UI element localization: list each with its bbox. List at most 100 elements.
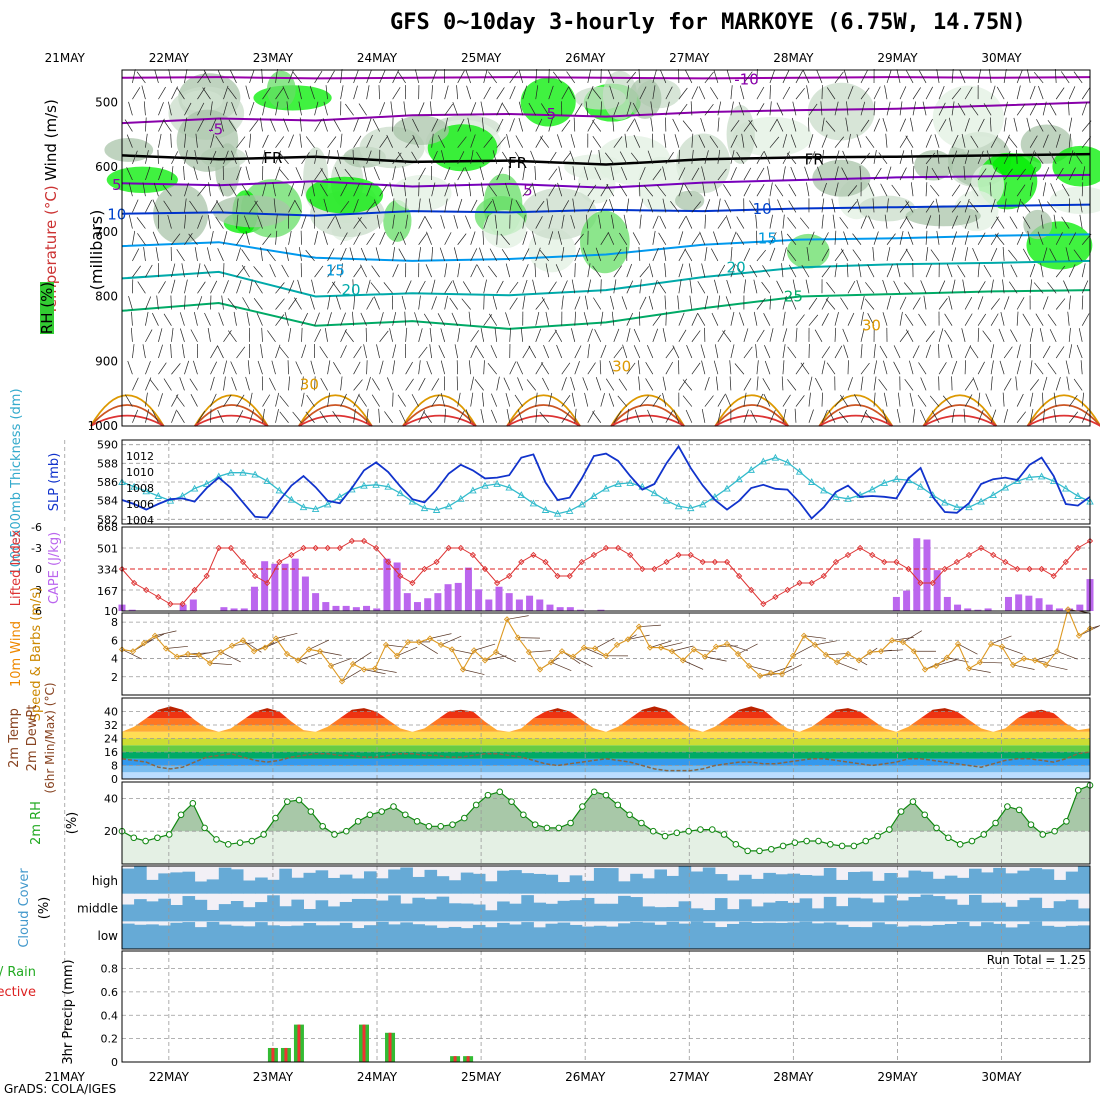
lifted-index-line bbox=[121, 540, 1091, 605]
temp-band bbox=[122, 772, 1090, 779]
wind-barb bbox=[390, 101, 393, 116]
wind-barb bbox=[600, 101, 602, 116]
lifted-index-point bbox=[808, 579, 815, 587]
wind-barb bbox=[704, 103, 714, 116]
wind-barb bbox=[496, 230, 498, 245]
wind-barb bbox=[480, 328, 485, 342]
wind-barb bbox=[488, 184, 497, 197]
wind-barb bbox=[847, 377, 853, 391]
cape-bar bbox=[597, 609, 605, 611]
wind-barb bbox=[709, 135, 719, 148]
rh2m-point bbox=[897, 808, 905, 815]
wind-barb bbox=[788, 200, 797, 213]
wind-barb bbox=[678, 329, 687, 343]
wind-barb bbox=[860, 87, 870, 100]
cloud-fill bbox=[666, 906, 680, 922]
wind-barb bbox=[1049, 102, 1057, 116]
wind-barb bbox=[370, 282, 380, 294]
cloud-fill bbox=[400, 867, 413, 894]
wind-barb bbox=[1055, 87, 1065, 100]
wind-barb bbox=[431, 133, 434, 148]
wind-barb bbox=[218, 312, 224, 326]
wind10m-point bbox=[481, 657, 489, 664]
wind-barb bbox=[831, 198, 836, 213]
wind-barb bbox=[626, 85, 630, 100]
wind-barb bbox=[930, 249, 940, 262]
wind-barb bbox=[223, 231, 228, 245]
wind10m-point bbox=[272, 635, 280, 642]
wind-barb bbox=[184, 117, 187, 132]
wind-barb bbox=[710, 87, 719, 100]
wind-barb bbox=[532, 279, 537, 294]
cloud-fill bbox=[702, 910, 716, 922]
wind10m-point bbox=[1020, 655, 1028, 662]
wind10m-barb bbox=[550, 661, 572, 672]
wind-barb bbox=[310, 360, 315, 375]
wind10m-point bbox=[976, 659, 984, 666]
wind-barb bbox=[845, 117, 849, 132]
wind-barb bbox=[496, 376, 500, 391]
contour-label: 30 bbox=[612, 357, 631, 375]
wind-barb bbox=[756, 86, 765, 100]
wind-barb bbox=[957, 103, 966, 116]
wind-barb bbox=[763, 313, 771, 326]
thickness-point bbox=[287, 495, 296, 503]
wind-barb bbox=[821, 313, 829, 326]
wind-barb bbox=[665, 86, 673, 100]
wind-barb bbox=[168, 101, 172, 116]
cape-bar bbox=[923, 539, 931, 611]
wind-barb bbox=[912, 297, 921, 310]
wind-barb bbox=[1079, 198, 1083, 213]
wind-barb bbox=[598, 149, 602, 164]
wind-barb bbox=[717, 295, 721, 310]
date-label-top: 24MAY bbox=[357, 51, 398, 65]
wind-barb bbox=[175, 395, 185, 407]
cloud-fill bbox=[327, 925, 341, 949]
wind10m-barb bbox=[704, 656, 727, 662]
wind-barb bbox=[925, 182, 928, 197]
wind-barb bbox=[903, 282, 914, 294]
wind-barb bbox=[314, 70, 323, 84]
wind-barb bbox=[825, 298, 836, 310]
wind-barb bbox=[145, 392, 148, 407]
wind-barb bbox=[632, 232, 641, 245]
wind-barb bbox=[951, 279, 956, 294]
wind-barb bbox=[756, 360, 759, 375]
wind-barb bbox=[431, 279, 436, 294]
wind-barb bbox=[582, 377, 589, 391]
wind-barb bbox=[418, 295, 421, 310]
wind-barb bbox=[756, 298, 766, 310]
wind-barb bbox=[389, 182, 393, 197]
wind-barb bbox=[957, 265, 966, 278]
wind-barb bbox=[816, 69, 823, 84]
cloud-fill bbox=[230, 869, 244, 894]
wind-barb bbox=[1003, 378, 1012, 391]
wind-barb bbox=[171, 151, 179, 165]
precip-convective-bar bbox=[362, 1024, 366, 1062]
wind-barb bbox=[128, 101, 133, 116]
wind-barb bbox=[392, 87, 401, 100]
wind-barb bbox=[717, 101, 722, 116]
wind-barb bbox=[990, 376, 993, 391]
wind-barb bbox=[470, 248, 478, 262]
wind-barb bbox=[220, 117, 224, 132]
wind-barb bbox=[444, 198, 448, 213]
cloud-fill bbox=[521, 922, 534, 949]
cape-bar bbox=[913, 538, 921, 611]
thickness-tick: 590 bbox=[97, 439, 118, 452]
wind10m-point bbox=[151, 632, 159, 639]
wind-barb bbox=[613, 136, 623, 148]
wind-barb bbox=[704, 150, 709, 164]
wind-barb bbox=[230, 361, 237, 375]
wind-barb bbox=[554, 329, 563, 343]
cloud-fill bbox=[255, 877, 268, 894]
wind-barb bbox=[736, 216, 745, 229]
wind-barb bbox=[208, 166, 211, 181]
wind-barb bbox=[1081, 392, 1085, 407]
temp-band bbox=[122, 765, 1090, 773]
wind-barb bbox=[660, 69, 667, 84]
wind-barb bbox=[834, 71, 844, 84]
temp2m-tick: 32 bbox=[104, 719, 118, 732]
wind-barb bbox=[503, 377, 511, 391]
cloud-fill bbox=[509, 924, 522, 949]
